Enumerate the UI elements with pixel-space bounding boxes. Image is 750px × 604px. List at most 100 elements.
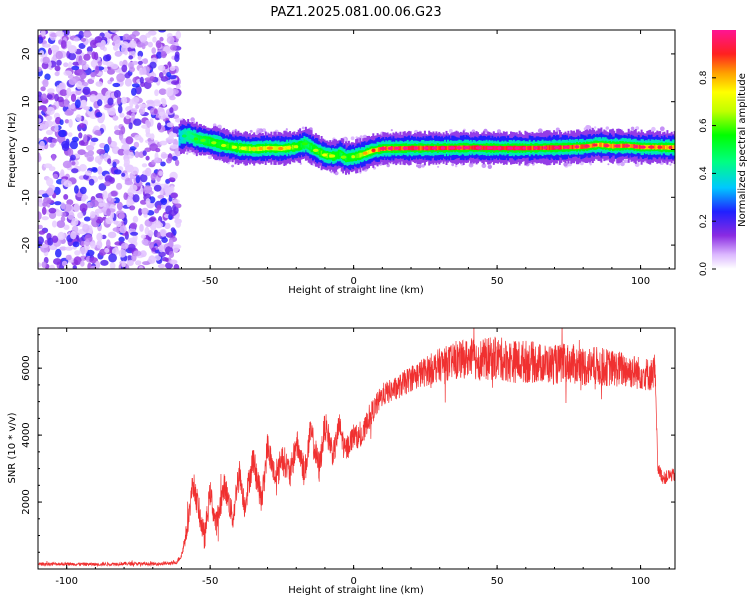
colorbar-tick-label: 0.8 xyxy=(699,70,709,85)
ridge-peak xyxy=(258,146,263,151)
noise-blob xyxy=(45,129,54,135)
noise-blob xyxy=(137,55,142,60)
ridge-cell xyxy=(283,146,286,151)
ridge-cell xyxy=(320,150,323,156)
noise-blob xyxy=(95,208,102,214)
noise-blob xyxy=(84,239,90,247)
colorbar-ticks: 0.0 0.2 0.4 0.6 0.8 xyxy=(699,70,716,276)
ridge-cell xyxy=(474,145,477,150)
y-tick-label: 2000 xyxy=(21,489,32,514)
noise-blob xyxy=(41,106,48,112)
noise-blob xyxy=(48,211,57,220)
snr-frame xyxy=(37,327,676,570)
noise-blob xyxy=(171,80,180,85)
ridge-cell xyxy=(527,145,530,151)
ridge-cell xyxy=(185,133,188,138)
ridge-cell xyxy=(210,139,213,145)
noise-blob xyxy=(103,143,110,153)
colorbar-gradient xyxy=(712,30,736,269)
noise-blob xyxy=(112,115,119,121)
ridge-peak xyxy=(624,144,631,148)
ridge-cell xyxy=(191,135,194,140)
noise-blob xyxy=(66,87,72,97)
ridge-cell xyxy=(672,145,675,150)
ridge-speckle xyxy=(207,155,212,160)
noise-blob xyxy=(138,265,144,269)
ridge-speckle xyxy=(605,126,609,130)
ridge-peak xyxy=(278,146,284,151)
chart-title: PAZ1.2025.081.00.06.G23 xyxy=(270,5,441,20)
noise-blob xyxy=(168,209,178,217)
ridge-speckle xyxy=(481,163,487,169)
ridge-peak xyxy=(592,143,598,147)
ridge-peak xyxy=(351,155,356,159)
noise-blob xyxy=(55,85,61,93)
ridge-speckle xyxy=(390,129,393,132)
noise-blob xyxy=(159,140,168,146)
noise-blob xyxy=(40,86,46,92)
noise-blob xyxy=(160,97,166,104)
ridge-cell xyxy=(228,144,231,149)
ridge-speckle xyxy=(563,162,568,167)
noise-blob xyxy=(170,192,179,199)
noise-blob xyxy=(106,239,111,249)
noise-blob xyxy=(134,151,140,158)
noise-blob xyxy=(79,71,87,80)
ridge-cell xyxy=(385,146,388,151)
ridge-cell xyxy=(571,145,574,150)
ridge-cell xyxy=(436,146,439,151)
ridge-cell xyxy=(263,146,266,151)
noise-blob xyxy=(172,244,180,253)
ridge-cell xyxy=(215,141,218,146)
noise-blob xyxy=(160,51,167,59)
ridge-cell xyxy=(646,144,649,150)
noise-blob xyxy=(95,92,104,102)
ridge-speckle xyxy=(580,161,584,166)
ridge-cell xyxy=(319,150,322,155)
noise-blob xyxy=(103,66,108,73)
noise-blob xyxy=(61,140,70,149)
noise-blob xyxy=(105,217,114,225)
ridge-cell xyxy=(217,141,220,146)
noise-blob xyxy=(97,60,103,67)
ridge-cell xyxy=(340,152,343,157)
noise-blob xyxy=(153,157,162,164)
ridge-cell xyxy=(376,147,379,152)
ridge-cell xyxy=(548,145,551,151)
ridge-cell xyxy=(256,146,259,152)
noise-blob xyxy=(165,87,174,97)
noise-blob xyxy=(142,261,151,266)
noise-blob xyxy=(161,153,170,158)
x-tick-label: -50 xyxy=(202,276,218,287)
noise-blob xyxy=(100,259,109,266)
noise-blob xyxy=(91,51,96,60)
ridge-cell xyxy=(230,144,233,149)
noise-blob xyxy=(38,106,43,111)
noise-blob xyxy=(61,260,68,267)
ridge-peak xyxy=(456,146,462,150)
noise-blob xyxy=(119,225,127,234)
noise-blob xyxy=(54,124,59,132)
noise-blob xyxy=(49,264,55,269)
noise-blob xyxy=(62,160,72,169)
ridge-peak xyxy=(563,145,570,149)
ridge-cell xyxy=(412,145,415,151)
ridge-peak xyxy=(554,145,560,150)
noise-blob xyxy=(79,164,87,172)
ridge-cell xyxy=(609,143,611,148)
noise-blob xyxy=(42,201,48,207)
noise-blob xyxy=(160,229,167,237)
noise-blob xyxy=(174,159,180,167)
noise-blob xyxy=(140,199,147,205)
y-tick-label: -10 xyxy=(21,189,32,205)
ridge-cell xyxy=(205,138,208,144)
ridge-speckle xyxy=(448,129,453,133)
ridge-peak xyxy=(514,146,520,150)
noise-blob xyxy=(108,253,117,263)
noise-blob xyxy=(97,175,104,180)
noise-blob xyxy=(54,71,60,77)
ridge-cell xyxy=(411,145,413,151)
ridge-cell xyxy=(520,145,523,151)
